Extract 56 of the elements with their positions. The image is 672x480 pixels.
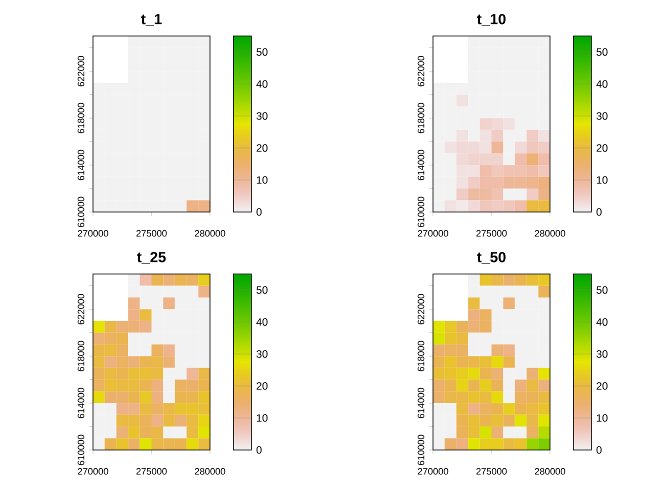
chart-title: t_50 [477, 252, 506, 264]
y-tick-label: 622000 [418, 294, 424, 324]
x-tick-label: 280000 [534, 230, 566, 237]
color-bar-label: 30 [596, 350, 608, 358]
y-tick-label: 614000 [78, 150, 84, 180]
color-bar-label: 20 [256, 382, 268, 390]
x-tick-label: 275000 [136, 230, 167, 237]
y-tick-label: 610000 [418, 434, 424, 466]
color-bar-label: 10 [256, 176, 268, 184]
color-bar-label: 50 [256, 286, 268, 294]
x-tick-label: 270000 [418, 230, 448, 237]
x-tick-label: 275000 [476, 468, 507, 475]
y-tick-label: 618000 [418, 102, 424, 134]
color-bar-label: 50 [596, 48, 608, 56]
x-tick-label: 280000 [534, 468, 566, 475]
y-tick-label: 614000 [418, 150, 424, 180]
color-bar-label: 40 [256, 318, 268, 326]
y-tick-label: 610000 [78, 196, 84, 228]
color-bar-label: 0 [256, 208, 262, 216]
y-tick-label: 614000 [78, 388, 84, 418]
x-tick-label: 270000 [418, 468, 448, 475]
y-tick-label: 622000 [78, 294, 84, 324]
color-bar-label: 0 [596, 446, 602, 454]
x-tick-label: 270000 [78, 230, 108, 237]
color-bar-label: 0 [256, 446, 262, 454]
chart-title: t_1 [141, 14, 162, 26]
y-tick-label: 618000 [78, 102, 84, 134]
y-tick-label: 614000 [418, 388, 424, 418]
color-bar-label: 40 [596, 80, 608, 88]
y-tick-label: 622000 [418, 56, 424, 86]
color-bar-label: 10 [256, 414, 268, 422]
color-bar-label: 10 [596, 176, 608, 184]
x-tick-label: 270000 [78, 468, 108, 475]
color-bar-label: 30 [256, 112, 268, 120]
color-bar-label: 10 [596, 414, 608, 422]
x-tick-label: 275000 [136, 468, 167, 475]
color-bar-label: 50 [256, 48, 268, 56]
x-tick-label: 275000 [476, 230, 507, 237]
y-tick-label: 618000 [418, 340, 424, 372]
color-bar-label: 30 [256, 350, 268, 358]
chart-title: t_10 [477, 14, 506, 26]
y-tick-label: 610000 [78, 434, 84, 466]
x-tick-label: 280000 [194, 468, 226, 475]
color-bar-label: 20 [596, 144, 608, 152]
x-tick-label: 280000 [194, 230, 226, 237]
chart-title: t_25 [137, 252, 166, 264]
y-tick-label: 618000 [78, 340, 84, 372]
color-bar-label: 20 [256, 144, 268, 152]
color-bar-label: 40 [256, 80, 268, 88]
y-tick-label: 610000 [418, 196, 424, 228]
color-bar-label: 0 [596, 208, 602, 216]
color-bar-label: 20 [596, 382, 608, 390]
color-bar-label: 40 [596, 318, 608, 326]
y-tick-label: 622000 [78, 56, 84, 86]
color-bar-label: 30 [596, 112, 608, 120]
color-bar-label: 50 [596, 286, 608, 294]
